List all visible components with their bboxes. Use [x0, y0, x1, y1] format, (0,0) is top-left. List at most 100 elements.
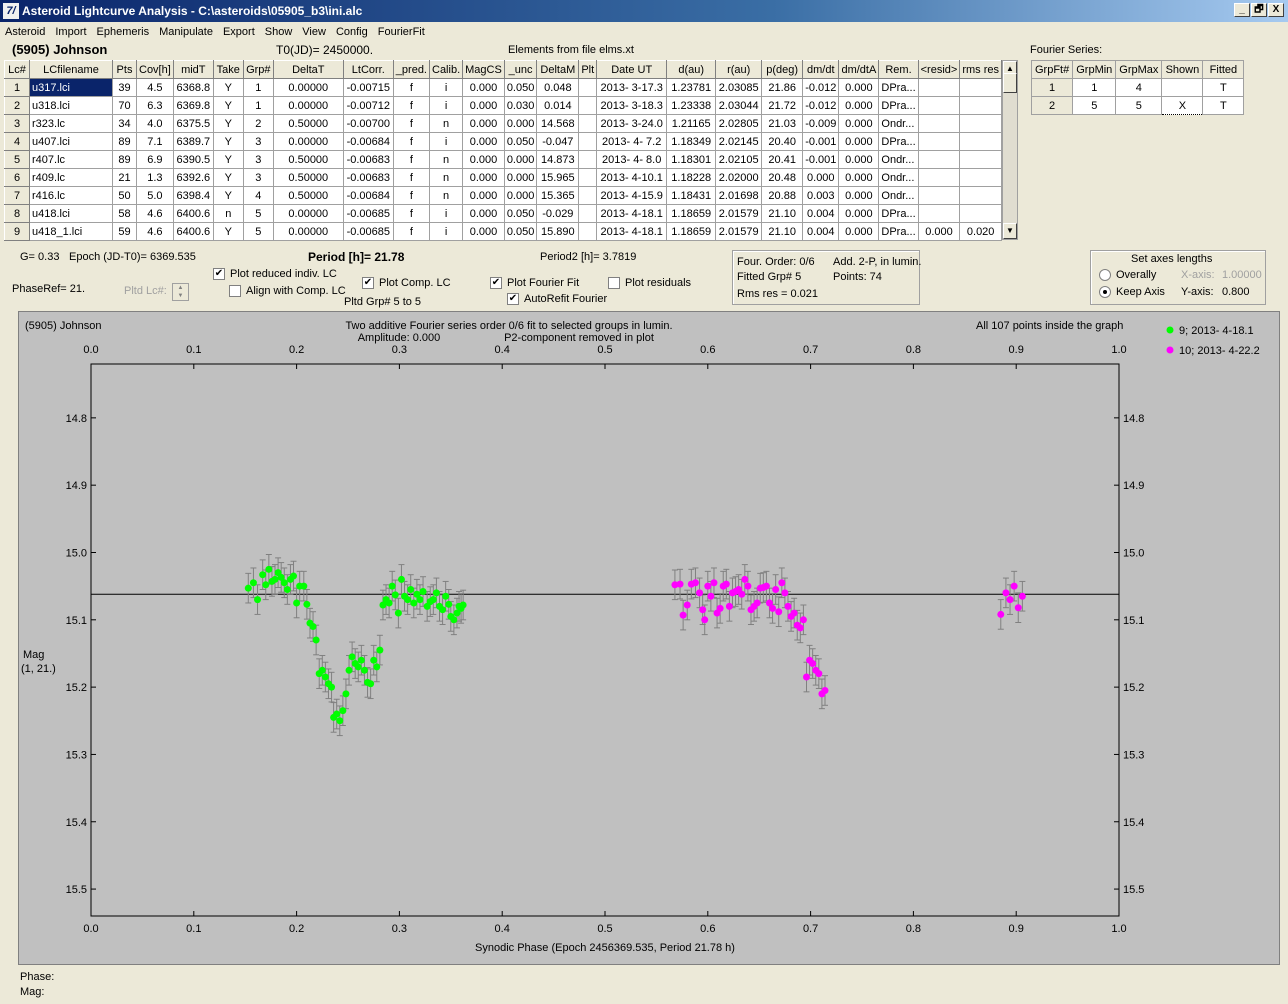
table-cell[interactable]: 15.890 [536, 222, 580, 241]
table-cell[interactable]: r416.lc [29, 186, 113, 205]
table-cell[interactable]: 6368.8 [172, 78, 214, 97]
table-row[interactable]: 1 u317.lci 39 4.5 6368.8 Y 1 0.00000 -0.00715 f i 0… [4, 78, 1002, 97]
table-cell[interactable]: 6.9 [136, 150, 174, 169]
table-cell[interactable]: 1.18431 [666, 186, 717, 205]
period2-value[interactable]: Period2 [h]= 3.7819 [540, 251, 637, 263]
table-cell[interactable]: 2013- 3-18.3 [596, 96, 668, 115]
table-cell[interactable]: n [428, 150, 464, 169]
table-cell[interactable]: u318.lci [29, 96, 113, 115]
table-cell[interactable]: 1.18301 [666, 150, 717, 169]
table-row[interactable]: 8 u418.lci 58 4.6 6400.6 n 5 0.00000 -0.00685 f i 0… [4, 204, 1002, 223]
table-cell[interactable]: 0.000 [838, 114, 880, 133]
table-cell[interactable] [959, 96, 1002, 115]
table-cell[interactable] [578, 222, 598, 241]
table-cell[interactable]: f [392, 150, 431, 169]
table-cell[interactable]: 89 [112, 150, 137, 169]
table-row[interactable]: 4 u407.lci 89 7.1 6389.7 Y 3 0.00000 -0.00684 f i 0… [4, 132, 1002, 151]
table-cell[interactable]: 2.01698 [715, 186, 763, 205]
table-cell[interactable]: 5.0 [136, 186, 174, 205]
table-cell[interactable]: 0.000 [462, 96, 505, 115]
column-header[interactable]: Take [212, 60, 244, 79]
checkbox-checked-icon[interactable]: ✔ [362, 277, 374, 290]
table-cell[interactable]: 21.10 [761, 204, 804, 223]
table-cell[interactable]: 1.3 [136, 168, 174, 187]
table-cell[interactable] [959, 168, 1002, 187]
table-cell[interactable]: -0.00684 [342, 186, 394, 205]
table-cell[interactable]: 0.50000 [272, 186, 344, 205]
table-cell[interactable] [578, 78, 598, 97]
table-cell[interactable]: 14.873 [536, 150, 580, 169]
table-cell[interactable]: 21.86 [761, 78, 804, 97]
table-cell[interactable]: -0.00685 [342, 204, 394, 223]
plot-comp-checkbox[interactable]: ✔ Plot Comp. LC [362, 277, 451, 290]
column-header[interactable]: DeltaT [272, 60, 344, 79]
table-cell[interactable]: 6398.4 [172, 186, 214, 205]
table-cell[interactable] [959, 132, 1002, 151]
table-cell[interactable]: 0.048 [536, 78, 580, 97]
row-number[interactable]: 1 [4, 78, 30, 97]
x-axis-value[interactable]: 1.00000 [1222, 269, 1262, 281]
table-cell[interactable]: 7.1 [136, 132, 174, 151]
fourier-cell[interactable]: 1 [1072, 78, 1117, 97]
fourier-column-header[interactable]: GrpMax [1115, 60, 1163, 79]
table-cell[interactable]: 5 [242, 204, 274, 223]
table-cell[interactable] [959, 150, 1002, 169]
column-header[interactable]: _unc [503, 60, 538, 79]
table-cell[interactable]: u418_1.lci [29, 222, 113, 241]
table-cell[interactable]: 0.000 [503, 150, 538, 169]
table-cell[interactable]: 0.000 [503, 186, 538, 205]
table-cell[interactable]: 0.000 [462, 222, 505, 241]
column-header[interactable]: dm/dtA [838, 60, 880, 79]
checkbox-unchecked-icon[interactable] [229, 285, 241, 298]
scroll-thumb[interactable] [1003, 73, 1017, 93]
table-cell[interactable]: 20.40 [761, 132, 804, 151]
table-cell[interactable]: f [392, 132, 431, 151]
checkbox-unchecked-icon[interactable] [608, 277, 620, 290]
table-cell[interactable] [917, 78, 961, 97]
table-cell[interactable]: Y [212, 150, 244, 169]
table-cell[interactable]: Y [212, 96, 244, 115]
table-cell[interactable]: Ondr... [878, 168, 919, 187]
table-cell[interactable]: 89 [112, 132, 137, 151]
table-cell[interactable]: 0.00000 [272, 78, 344, 97]
table-cell[interactable]: f [392, 96, 431, 115]
fourier-column-header[interactable]: Shown [1161, 60, 1204, 79]
table-cell[interactable] [959, 186, 1002, 205]
column-header[interactable]: _pred. [392, 60, 431, 79]
table-cell[interactable]: 4 [242, 186, 274, 205]
table-cell[interactable]: 6400.6 [172, 204, 214, 223]
table-cell[interactable]: 6390.5 [172, 150, 214, 169]
fourier-row-number[interactable]: 2 [1030, 96, 1074, 115]
table-cell[interactable]: 0.000 [838, 78, 880, 97]
table-cell[interactable] [578, 204, 598, 223]
table-cell[interactable]: 6.3 [136, 96, 174, 115]
table-cell[interactable]: 0.00000 [272, 132, 344, 151]
table-cell[interactable]: 0.000 [838, 150, 880, 169]
table-cell[interactable]: 2013- 4-18.1 [596, 222, 668, 241]
checkbox-checked-icon[interactable]: ✔ [490, 277, 502, 290]
table-cell[interactable]: Y [212, 132, 244, 151]
table-cell[interactable]: 2.02805 [715, 114, 763, 133]
window-titlebar[interactable]: Asteroid Lightcurve Analysis - C:\astero… [0, 0, 1288, 22]
table-cell[interactable]: -0.001 [802, 150, 840, 169]
table-cell[interactable]: DPra... [878, 96, 919, 115]
table-cell[interactable] [917, 186, 961, 205]
menu-export[interactable]: Export [222, 26, 255, 38]
table-cell[interactable]: 0.50000 [272, 168, 344, 187]
table-cell[interactable]: 20.41 [761, 150, 804, 169]
table-cell[interactable]: 0.000 [838, 168, 880, 187]
lightcurve-plot-panel[interactable]: 0.0 0.0 0.1 0.1 0.2 0.2 0.3 0.3 0.4 0.4 0.5 0.5 0.6 0… [18, 311, 1280, 965]
table-cell[interactable]: 0.50000 [272, 114, 344, 133]
column-header[interactable]: MagCS [462, 60, 505, 79]
table-cell[interactable]: 1.18659 [666, 222, 717, 241]
table-cell[interactable]: 0.000 [503, 114, 538, 133]
table-cell[interactable]: 70 [112, 96, 137, 115]
column-header[interactable]: Pts [112, 60, 137, 79]
table-cell[interactable]: -0.00683 [342, 168, 394, 187]
fourier-column-header[interactable]: Fitted [1202, 60, 1245, 79]
table-cell[interactable]: 14.568 [536, 114, 580, 133]
menu-asteroid[interactable]: Asteroid [5, 26, 46, 38]
table-cell[interactable]: 1.18659 [666, 204, 717, 223]
table-cell[interactable]: 0.050 [503, 132, 538, 151]
table-cell[interactable]: 58 [112, 204, 137, 223]
